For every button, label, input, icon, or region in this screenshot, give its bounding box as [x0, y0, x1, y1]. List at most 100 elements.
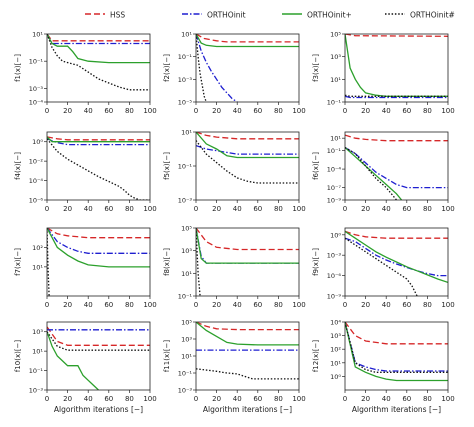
x-tick-label: 20	[63, 205, 72, 213]
x-tick-label: 100	[441, 395, 454, 403]
legend-entry: ORTHOinit+	[282, 11, 352, 20]
y-axis-label: f5(x)[−]	[163, 152, 171, 180]
x-tick-label: 100	[441, 107, 454, 115]
x-tick-label: 20	[212, 395, 221, 403]
x-tick-label: 60	[253, 205, 262, 213]
x-tick-label: 20	[63, 301, 72, 309]
series-line	[47, 136, 150, 141]
series-line	[196, 228, 201, 296]
y-axis-label: f2(x)[−]	[163, 54, 171, 82]
x-tick-label: 60	[104, 301, 113, 309]
y-axis-label: f12(x)[−]	[312, 340, 320, 373]
y-tick-label: 10⁻¹	[327, 147, 342, 155]
plot-frame	[344, 131, 449, 201]
legend: HSS ORTHOinit ORTHOinit+ ORTHOinit#	[85, 11, 455, 20]
x-tick-label: 20	[212, 301, 221, 309]
x-tick-label: 20	[361, 301, 370, 309]
y-tick-label: 10⁻⁴	[29, 99, 44, 107]
y-tick-label: 10¹	[330, 359, 341, 367]
series-line	[345, 146, 398, 200]
x-tick-label: 80	[125, 395, 134, 403]
x-tick-label: 80	[423, 301, 432, 309]
x-tick-label: 20	[63, 107, 72, 115]
series-line	[196, 228, 299, 264]
x-tick-label: 100	[143, 205, 156, 213]
x-tick-label: 60	[402, 107, 411, 115]
x-tick-label: 40	[84, 301, 93, 309]
y-tick-label: 10⁰	[32, 138, 43, 146]
y-axis-label: f9(x)[−]	[312, 248, 320, 276]
x-axis-label: Algorithm iterations [−]	[352, 405, 441, 414]
series-line	[47, 331, 150, 351]
x-tick-label: 0	[45, 107, 49, 115]
legend-entry: ORTHOinit	[182, 11, 246, 20]
x-tick-label: 80	[274, 395, 283, 403]
x-tick-label: 0	[343, 301, 347, 309]
x-tick-label: 20	[361, 395, 370, 403]
x-tick-label: 20	[63, 395, 72, 403]
plot-frame	[195, 33, 300, 103]
plot-frame	[195, 131, 300, 201]
series-line	[345, 34, 448, 97]
plot-frame	[195, 227, 300, 297]
series-line	[196, 34, 238, 102]
series-line	[47, 34, 150, 42]
series-line	[47, 228, 150, 268]
y-axis-label: f7(x)[−]	[14, 248, 22, 276]
y-tick-label: 10⁻⁴	[29, 177, 44, 185]
series-line	[196, 322, 299, 346]
x-tick-label: 80	[423, 107, 432, 115]
x-tick-label: 60	[104, 395, 113, 403]
y-tick-label: 10⁻⁶	[29, 197, 44, 205]
series-line	[345, 146, 448, 189]
subplot-8: 0 20 40 60 80 100 10⁻¹ 10¹ 10³ 10⁵ f8(x)[−]	[163, 225, 306, 310]
y-tick-label: 10¹	[181, 353, 192, 361]
x-tick-label: 20	[212, 205, 221, 213]
subplot-3: 0 20 40 60 80 100 10⁻¹ 10¹ 10³ 10⁵ f3(x)[−]	[312, 31, 455, 116]
subplot-2: 0 20 40 60 80 100 10⁻⁵ 10⁻³ 10⁻¹ 10¹ f2(x)[−]	[163, 31, 306, 116]
legend-label: ORTHOinit+	[307, 11, 352, 20]
y-tick-label: 10⁻⁹	[327, 293, 342, 301]
x-tick-label: 80	[274, 205, 283, 213]
plot-frame	[344, 227, 449, 297]
y-tick-label: 10¹	[330, 76, 341, 84]
y-tick-label: 10³	[330, 53, 341, 61]
series-line	[345, 134, 448, 142]
x-tick-label: 100	[143, 301, 156, 309]
series-line	[47, 34, 150, 91]
x-tick-label: 100	[143, 107, 156, 115]
y-tick-label: 10⁻¹	[178, 293, 193, 301]
series-line	[196, 368, 299, 380]
x-tick-label: 0	[45, 301, 49, 309]
x-tick-label: 60	[402, 395, 411, 403]
y-tick-label: 10⁵	[181, 319, 192, 327]
y-tick-label: 10³	[32, 328, 43, 336]
legend-entry: HSS	[85, 11, 125, 20]
series-line	[345, 147, 403, 200]
series-line	[47, 136, 150, 143]
x-tick-label: 40	[233, 205, 242, 213]
legend-entry: ORTHOinit#	[385, 11, 455, 20]
y-tick-label: 10¹	[181, 270, 192, 278]
x-tick-label: 40	[233, 301, 242, 309]
x-axis-label: Algorithm iterations [−]	[203, 405, 292, 414]
x-tick-label: 0	[343, 395, 347, 403]
series-line	[345, 322, 448, 382]
x-tick-label: 0	[194, 107, 198, 115]
y-axis-label: f4(x)[−]	[14, 152, 22, 180]
x-tick-label: 60	[253, 395, 262, 403]
series-line	[196, 34, 299, 43]
series-line	[345, 230, 448, 239]
x-tick-label: 40	[382, 205, 391, 213]
y-tick-label: 10³	[181, 336, 192, 344]
subplot-10: 0 20 40 60 80 100 10⁻³ 10⁻¹ 10¹ 10³ f10(x)[−] Algor…	[14, 321, 157, 414]
legend-label: HSS	[110, 11, 125, 20]
x-axis-label: Algorithm iterations [−]	[54, 405, 143, 414]
series-line	[196, 132, 299, 140]
y-axis-label: f11(x)[−]	[163, 340, 171, 373]
subplot-11: 0 20 40 60 80 100 10⁻³ 10⁻¹ 10¹ 10³ 10⁵ f11(x)[−] Al…	[163, 319, 306, 415]
y-tick-label: 10²	[330, 346, 341, 354]
x-tick-label: 100	[292, 301, 305, 309]
x-tick-label: 100	[292, 107, 305, 115]
